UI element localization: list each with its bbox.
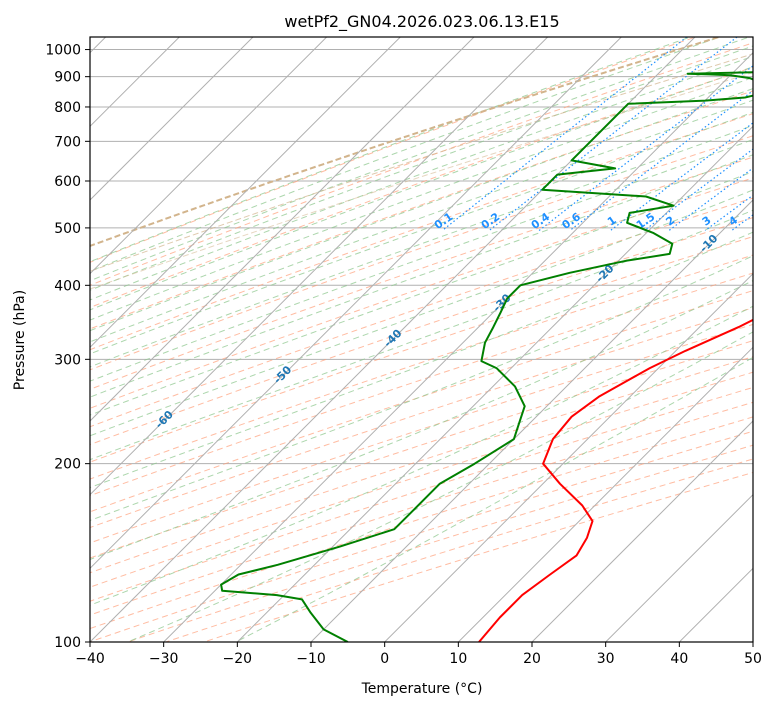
isotherm-line bbox=[90, 37, 254, 201]
dry-adiabat bbox=[90, 272, 753, 497]
moist-adiabat bbox=[90, 111, 753, 355]
chart-title: wetPf2_GN04.2026.023.06.13.E15 bbox=[284, 12, 559, 32]
dry-adiabat bbox=[90, 42, 753, 286]
dry-adiabat bbox=[90, 217, 753, 446]
y-tick-label: 900 bbox=[54, 70, 81, 86]
x-tick-label: −20 bbox=[223, 651, 253, 667]
y-tick-label: 100 bbox=[54, 635, 81, 651]
x-tick-label: 20 bbox=[523, 651, 541, 667]
dry-adiabat bbox=[90, 113, 753, 351]
y-tick-label: 500 bbox=[54, 221, 81, 237]
isotherm-line bbox=[457, 346, 753, 642]
dry-adiabat bbox=[90, 66, 753, 309]
mixing-ratio-line bbox=[569, 89, 753, 231]
y-tick-label: 800 bbox=[54, 100, 81, 116]
y-tick-label: 200 bbox=[54, 457, 81, 473]
x-tick-label: −10 bbox=[296, 651, 326, 667]
dewpoint-profile bbox=[220, 71, 753, 642]
x-tick-label: 50 bbox=[744, 651, 762, 667]
isotherm-line bbox=[236, 125, 753, 642]
moist-adiabat bbox=[90, 37, 722, 272]
isotherm-line bbox=[605, 493, 753, 642]
dry-adiabat bbox=[90, 307, 753, 529]
y-tick-label: 400 bbox=[54, 278, 81, 294]
moist-adiabat bbox=[90, 99, 753, 343]
moist-adiabat bbox=[90, 66, 753, 311]
moist-adiabat bbox=[90, 171, 753, 416]
x-axis-title: Temperature (°C) bbox=[361, 681, 483, 697]
x-tick-label: 10 bbox=[449, 651, 467, 667]
dry-adiabat bbox=[90, 340, 753, 559]
y-axis-title: Pressure (hPa) bbox=[12, 290, 28, 390]
y-tick-label: 1000 bbox=[45, 43, 81, 59]
mixing-ratio-line bbox=[442, 37, 688, 231]
isotherms bbox=[90, 37, 753, 642]
dry-adiabat bbox=[90, 90, 753, 330]
moist-adiabat bbox=[90, 37, 693, 263]
isotherm-line bbox=[310, 199, 753, 642]
y-tick-label: 600 bbox=[54, 174, 81, 190]
isotherm-line bbox=[531, 420, 753, 642]
plot-area: 0.10.20.40.611.52346810131620253036-100-… bbox=[90, 37, 753, 642]
moist-adiabat bbox=[90, 45, 753, 291]
moist-adiabat bbox=[127, 331, 753, 642]
x-tick-label: 0 bbox=[380, 651, 389, 667]
moist-adiabat bbox=[90, 55, 753, 301]
moist-adiabats bbox=[90, 37, 753, 642]
isotherm-line bbox=[90, 37, 401, 349]
moist-adiabat bbox=[90, 189, 753, 437]
x-tick-label: 30 bbox=[597, 651, 615, 667]
theta-e-curve bbox=[90, 53, 753, 272]
dry-adiabat bbox=[90, 386, 753, 602]
mixing-ratio-lines bbox=[442, 37, 753, 231]
y-axis-ticks: 100 200 300 400 500 600 700 800 900 1000 bbox=[45, 43, 90, 651]
x-tick-label: −40 bbox=[75, 651, 105, 667]
dry-adiabat bbox=[90, 356, 753, 574]
moist-adiabat bbox=[90, 88, 753, 332]
isotherm-line bbox=[90, 37, 549, 496]
x-tick-label: −30 bbox=[149, 651, 179, 667]
x-tick-label: 40 bbox=[670, 651, 688, 667]
plot-frame bbox=[89, 36, 754, 643]
x-axis-ticks: −40 −30 −20 −10 0 10 20 30 40 50 bbox=[75, 642, 762, 667]
moist-adiabat bbox=[90, 154, 753, 398]
y-tick-label: 700 bbox=[54, 134, 81, 150]
temperature-profile bbox=[478, 318, 753, 642]
moist-adiabat bbox=[90, 305, 753, 606]
moist-adiabat bbox=[90, 138, 753, 382]
isotherm-line bbox=[90, 37, 328, 275]
isotherm-line bbox=[90, 37, 475, 422]
dry-adiabat bbox=[90, 323, 753, 544]
sounding-profiles bbox=[220, 71, 753, 642]
dry-adiabat bbox=[90, 135, 753, 371]
isotherm-line bbox=[384, 272, 753, 642]
mixing-ratio-line bbox=[538, 65, 753, 231]
dry-adiabat bbox=[90, 236, 753, 463]
moist-adiabat bbox=[90, 76, 753, 321]
isotherm-line bbox=[163, 51, 753, 642]
y-tick-label: 300 bbox=[54, 352, 81, 368]
isotherm-line bbox=[90, 37, 622, 570]
